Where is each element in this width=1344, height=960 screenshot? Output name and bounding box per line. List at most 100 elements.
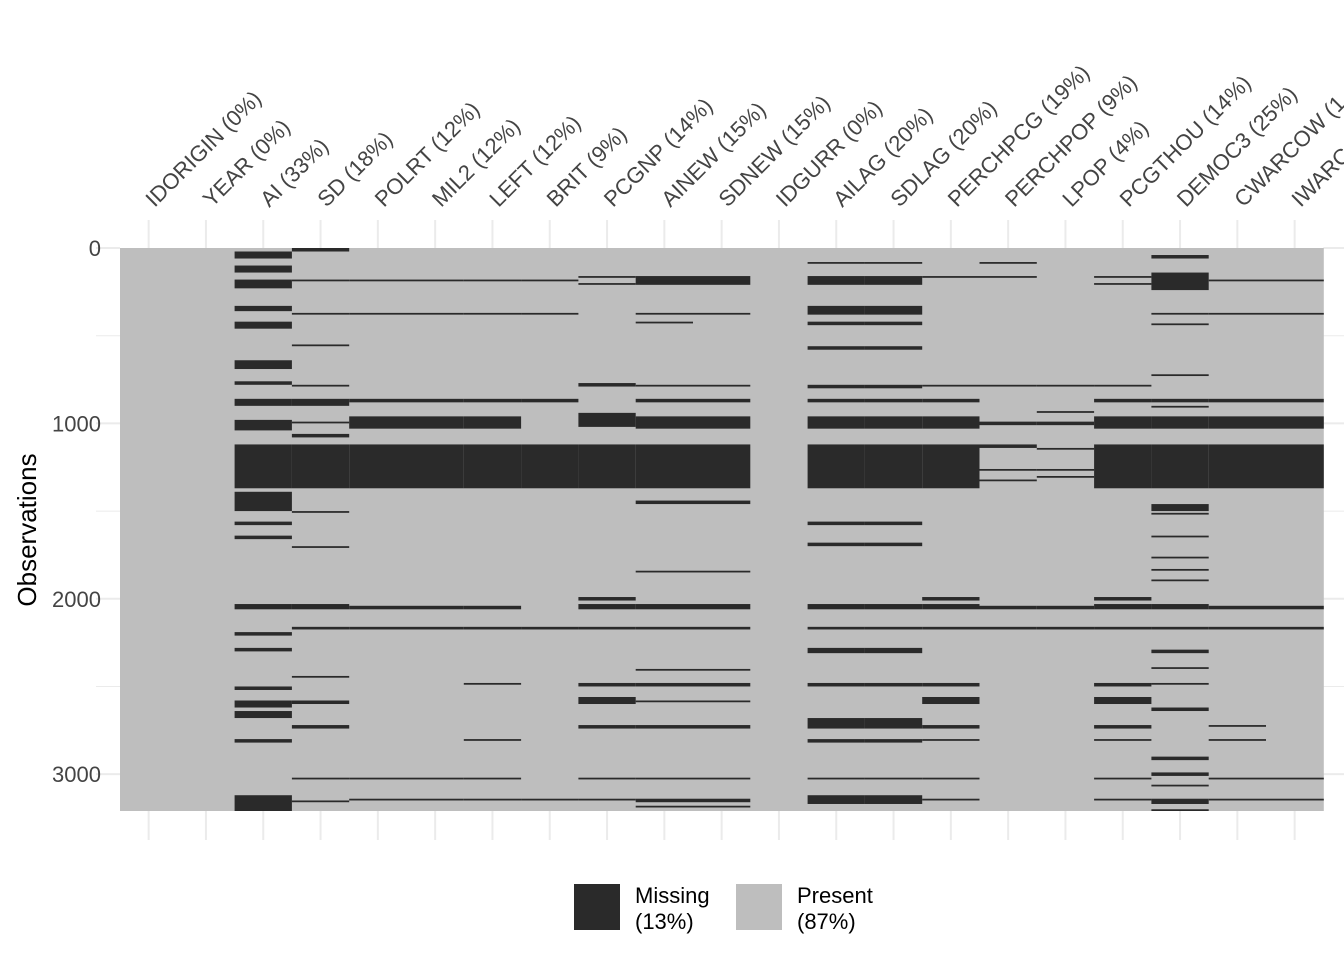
- missing-cell: [693, 416, 751, 429]
- missing-cell: [291, 626, 350, 630]
- present-cell: [1266, 248, 1324, 811]
- missing-cell: [922, 416, 980, 429]
- missing-cell: [463, 416, 522, 429]
- missing-cell: [1266, 605, 1324, 610]
- missing-cell: [979, 444, 1038, 448]
- missing-cell: [406, 398, 465, 403]
- missing-cell: [1094, 276, 1152, 278]
- missing-cell: [979, 384, 1038, 387]
- column-year: [177, 248, 236, 811]
- missing-cell: [291, 777, 350, 780]
- missing-cell: [463, 605, 522, 610]
- missing-cell: [979, 626, 1038, 630]
- missing-cell: [1266, 777, 1324, 780]
- missing-cell: [291, 444, 350, 489]
- missing-cell: [406, 777, 465, 780]
- missing-cell: [1151, 444, 1210, 489]
- legend-present-pct: (87%): [797, 909, 856, 934]
- missing-cell: [1266, 398, 1324, 403]
- missing-cell: [234, 321, 293, 329]
- missing-cell: [807, 398, 866, 403]
- legend-swatch-present: [736, 884, 782, 930]
- missing-cell: [291, 800, 350, 803]
- missing-cell: [234, 360, 293, 370]
- missing-cell: [635, 321, 694, 324]
- missing-cell: [1208, 398, 1267, 403]
- missing-cell: [979, 262, 1038, 264]
- y-axis: 0 1000 2000 3000: [52, 236, 101, 787]
- missing-cell: [1151, 707, 1210, 712]
- present-cell: [234, 248, 293, 811]
- missing-cell: [521, 798, 579, 801]
- missing-cell: [1036, 384, 1095, 387]
- missing-cell: [291, 433, 350, 438]
- missing-cell: [635, 668, 694, 671]
- missing-cell: [635, 398, 694, 403]
- missing-cell: [1036, 468, 1095, 471]
- missing-cell: [807, 521, 866, 526]
- missing-cell: [234, 739, 293, 743]
- missing-cell: [1151, 784, 1210, 787]
- missing-cell: [578, 383, 637, 387]
- missing-cell: [463, 398, 522, 403]
- missing-cell: [1151, 535, 1210, 538]
- missing-cell: [234, 251, 293, 259]
- missing-cell: [1094, 416, 1152, 429]
- missing-cell: [1151, 798, 1210, 804]
- missing-cell: [1208, 626, 1267, 630]
- missing-cell: [807, 739, 866, 743]
- missing-cell: [807, 262, 866, 264]
- missing-cell: [635, 682, 694, 687]
- missing-cell: [1151, 374, 1210, 377]
- missing-cell: [1151, 604, 1210, 610]
- missing-cell: [922, 276, 980, 278]
- y-tick-label: 1000: [52, 411, 101, 436]
- missing-cell: [1266, 416, 1324, 429]
- missing-cell: [1208, 798, 1267, 801]
- missing-cell: [349, 312, 407, 315]
- missing-cell: [291, 675, 350, 678]
- missing-cell: [807, 718, 866, 729]
- missing-cell: [578, 725, 637, 729]
- missing-cell: [807, 416, 866, 429]
- missing-cell: [864, 416, 923, 429]
- missing-cell: [635, 384, 694, 387]
- legend-missing-pct: (13%): [635, 909, 694, 934]
- missing-cell: [463, 444, 522, 489]
- missing-cell: [635, 700, 694, 703]
- missing-cell: [922, 444, 980, 489]
- missing-cell: [463, 798, 522, 801]
- missing-cell: [635, 777, 694, 780]
- missing-cell: [1036, 411, 1095, 413]
- missing-cell: [1151, 398, 1210, 403]
- missing-cell: [693, 398, 751, 403]
- missing-cell: [1266, 626, 1324, 630]
- column-idorigin: [120, 248, 178, 811]
- missing-cell: [979, 479, 1038, 482]
- missing-cell: [922, 696, 980, 705]
- missing-cell: [1151, 772, 1210, 776]
- missing-cell: [1266, 312, 1324, 315]
- missing-cell: [1151, 504, 1210, 512]
- missing-cell: [291, 546, 350, 548]
- column-ainew: [635, 248, 694, 811]
- missing-cell: [234, 381, 293, 385]
- y-axis-title: Observations: [12, 453, 42, 606]
- missing-cell: [635, 604, 694, 610]
- legend-present-label: Present: [797, 883, 873, 908]
- missing-cell: [349, 444, 407, 489]
- column-pcgthou: [1094, 248, 1152, 811]
- missing-cell: [1151, 667, 1210, 669]
- missing-cell: [406, 416, 465, 429]
- missing-cell: [291, 279, 350, 282]
- missing-cell: [578, 604, 637, 610]
- missing-cell: [807, 626, 866, 630]
- present-cell: [922, 248, 980, 811]
- missing-cell: [922, 604, 980, 610]
- missing-cell: [1208, 279, 1267, 282]
- missing-cell: [234, 700, 293, 708]
- missing-cell: [578, 777, 637, 780]
- missing-cell: [922, 398, 980, 403]
- column-idgurr: [750, 248, 809, 811]
